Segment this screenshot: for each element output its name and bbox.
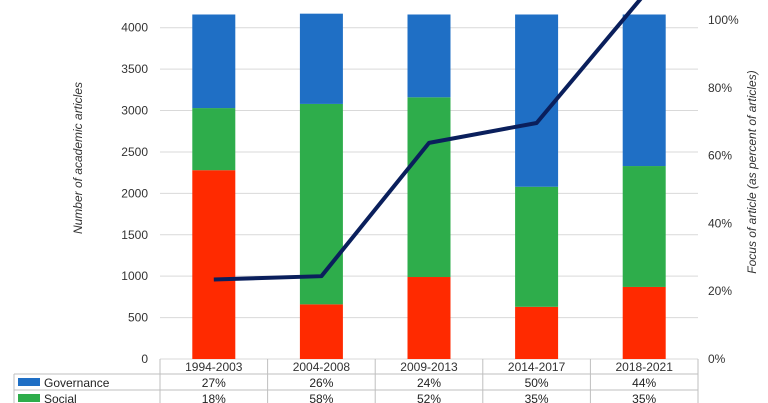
right-axis-ticks: 0% 20% 40% 60% 80% 100% [708, 13, 739, 366]
left-tick-label: 0 [141, 352, 148, 366]
legend-label-social: Social [44, 392, 77, 403]
legend-label-governance: Governance [44, 376, 110, 390]
bar-environmental-2018-2021 [622, 286, 666, 359]
right-tick-label: 20% [708, 284, 732, 298]
bar-social-1994-2003 [192, 108, 236, 171]
bar-social-2009-2013 [407, 97, 451, 278]
bar-environmental-2014-2017 [515, 306, 559, 359]
left-tick-label: 1000 [121, 269, 148, 283]
percent-cell: 18% [202, 392, 226, 403]
bar-governance-2018-2021 [622, 14, 666, 167]
trend-line [213, 0, 643, 282]
category-label: 1994-2003 [185, 360, 243, 374]
percent-cell: 35% [525, 392, 549, 403]
left-tick-label: 3500 [121, 62, 148, 76]
bar-social-2014-2017 [515, 186, 559, 307]
percent-cell: 35% [632, 392, 656, 403]
left-tick-label: 3000 [121, 104, 148, 118]
right-tick-label: 0% [708, 352, 726, 366]
percent-cell: 24% [417, 376, 441, 390]
left-tick-label: 4000 [121, 21, 148, 35]
left-tick-label: 1500 [121, 228, 148, 242]
trend-line-layer [213, 0, 643, 282]
percent-cell: 44% [632, 376, 656, 390]
percent-cell: 26% [309, 376, 333, 390]
percent-cell: 52% [417, 392, 441, 403]
left-tick-label: 2500 [121, 145, 148, 159]
right-axis-title: Focus of article (as percent of articles… [745, 70, 759, 273]
left-axis-ticks: 0 500 1000 1500 2000 2500 3000 3500 4000 [121, 21, 148, 366]
bar-social-2004-2008 [299, 103, 343, 305]
category-label: 2009-2013 [400, 360, 458, 374]
legend-swatch-social [18, 394, 40, 402]
bar-social-2018-2021 [622, 166, 666, 287]
percent-cell: 27% [202, 376, 226, 390]
bar-governance-2004-2008 [299, 13, 343, 104]
bar-environmental-2004-2008 [299, 304, 343, 359]
category-label: 2004-2008 [293, 360, 351, 374]
bar-governance-2014-2017 [515, 14, 559, 187]
legend-swatch-governance [18, 378, 40, 386]
percent-cell: 50% [525, 376, 549, 390]
right-tick-label: 100% [708, 13, 739, 27]
category-label: 2014-2017 [508, 360, 566, 374]
bar-governance-2009-2013 [407, 14, 451, 98]
category-label: 2018-2021 [616, 360, 674, 374]
data-table: 1994-2003 2004-2008 2009-2013 2014-2017 2018… [13, 359, 699, 403]
bar-environmental-2009-2013 [407, 277, 451, 359]
left-axis-title: Number of academic articles [71, 82, 85, 234]
left-tick-label: 500 [128, 311, 148, 325]
bar-governance-1994-2003 [192, 14, 236, 109]
right-tick-label: 40% [708, 216, 732, 230]
left-tick-label: 2000 [121, 186, 148, 200]
percent-cell: 58% [309, 392, 333, 403]
right-tick-label: 80% [708, 81, 732, 95]
bar-segments [192, 13, 666, 359]
right-tick-label: 60% [708, 149, 732, 163]
bar-environmental-1994-2003 [192, 170, 236, 359]
